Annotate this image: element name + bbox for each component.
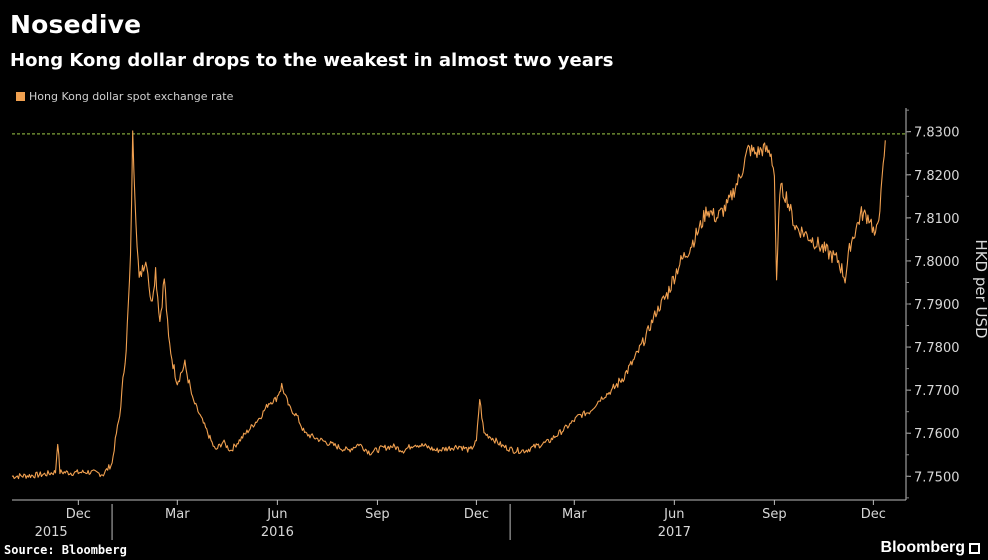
- y-tick-label: 7.7800: [914, 341, 960, 356]
- x-year-label: 2016: [261, 525, 294, 540]
- x-tick-label: Sep: [365, 507, 390, 522]
- source-note: Source: Bloomberg: [4, 543, 127, 557]
- x-tick-label: Sep: [762, 507, 787, 522]
- legend: Hong Kong dollar spot exchange rate: [16, 90, 233, 103]
- y-tick-label: 7.8300: [914, 126, 960, 141]
- y-tick-label: 7.8000: [914, 255, 960, 270]
- x-tick-label: Dec: [861, 507, 886, 522]
- x-tick-label: Jun: [663, 507, 684, 522]
- x-tick-label: Dec: [464, 507, 489, 522]
- brand-name: Bloomberg: [880, 539, 965, 556]
- legend-label: Hong Kong dollar spot exchange rate: [29, 90, 234, 103]
- chart-title: Nosedive: [10, 10, 142, 39]
- x-tick-label: Mar: [562, 507, 587, 522]
- chart-subtitle: Hong Kong dollar drops to the weakest in…: [10, 50, 614, 71]
- y-tick-label: 7.7500: [914, 470, 960, 485]
- x-tick-label: Dec: [66, 507, 91, 522]
- y-tick-label: 7.7600: [914, 427, 960, 442]
- x-year-label: 2015: [35, 525, 68, 540]
- x-tick-label: Jun: [266, 507, 287, 522]
- y-tick-label: 7.8100: [914, 212, 960, 227]
- y-tick-label: 7.7700: [914, 384, 960, 399]
- y-tick-label: 7.7900: [914, 298, 960, 313]
- brand-logo: Bloomberg: [881, 539, 980, 557]
- x-year-label: 2017: [658, 525, 691, 540]
- series-line: [11, 130, 886, 480]
- y-tick-label: 7.8200: [914, 169, 960, 184]
- x-tick-label: Mar: [165, 507, 190, 522]
- terminal-icon: [969, 542, 980, 554]
- y-axis-label: HKD per USD: [972, 239, 988, 338]
- legend-swatch: [16, 92, 25, 101]
